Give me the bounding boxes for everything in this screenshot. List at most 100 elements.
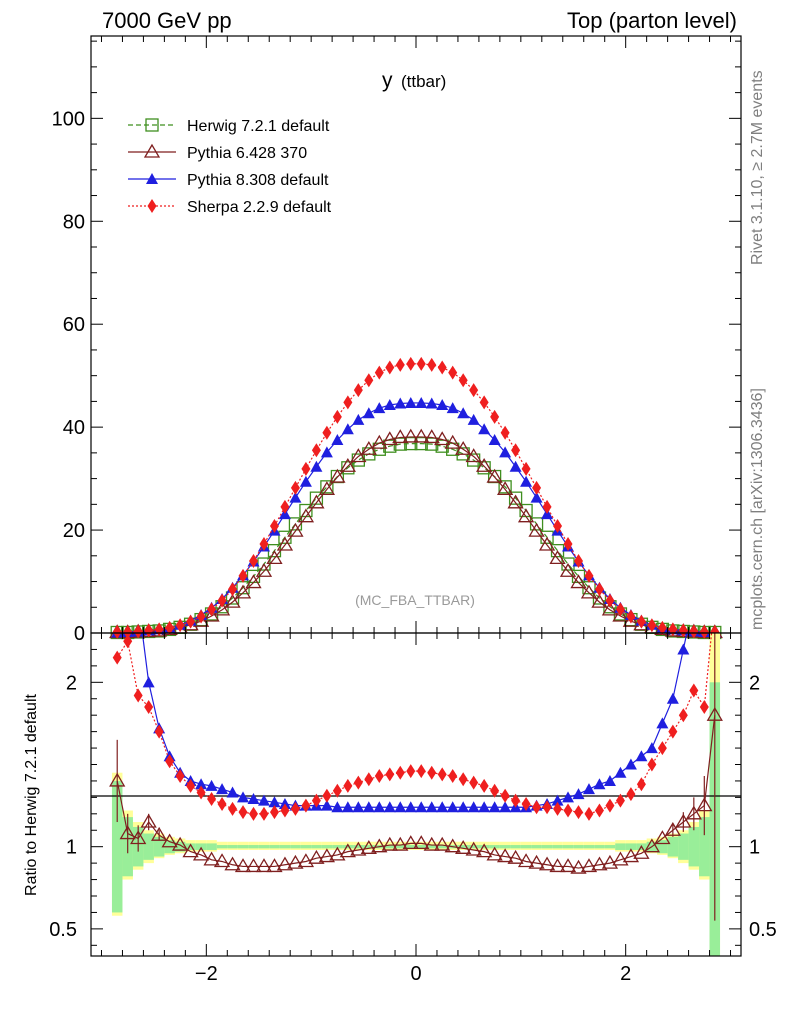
ratio-y-tick-label-right: 0.5 [749, 919, 777, 941]
ratio-point-sherpa-2-2-9-default [605, 798, 615, 813]
ratio-point-sherpa-2-2-9-default [249, 806, 258, 821]
point-pythia-8-308-default [446, 402, 459, 414]
ratio-point-pythia-6-428-370 [675, 813, 692, 828]
point-pythia-8-308-default [352, 413, 365, 425]
ratio-point-pythia-6-428-370 [465, 841, 482, 856]
ratio-point-pythia-8-308-default [415, 801, 428, 813]
ratio-point-sherpa-2-2-9-default [112, 650, 122, 665]
point-pythia-8-308-default [299, 475, 312, 487]
ratio-point-sherpa-2-2-9-default [458, 772, 468, 787]
point-pythia-8-308-default [520, 475, 533, 487]
ratio-point-sherpa-2-2-9-default [448, 769, 458, 784]
ratio-ylabel: Ratio to Herwig 7.2.1 default [23, 694, 40, 896]
ratio-point-pythia-6-428-370 [664, 821, 681, 836]
point-herwig-7-2-1-default [288, 517, 303, 531]
ratio-point-pythia-8-308-default [677, 643, 690, 655]
ratio-band-green [531, 845, 542, 849]
point-sherpa-2-2-9-default [133, 624, 143, 639]
rivet-version-label: Rivet 3.1.10, ≥ 2.7M events [749, 70, 766, 265]
point-sherpa-2-2-9-default [479, 395, 489, 410]
legend-marker [143, 143, 161, 158]
ratio-series-group [109, 633, 723, 921]
ratio-point-pythia-6-428-370 [161, 833, 178, 848]
point-pythia-8-308-default [341, 423, 354, 435]
point-sherpa-2-2-9-default [469, 383, 479, 398]
ratio-band-green [353, 845, 364, 849]
ratio-point-sherpa-2-2-9-default [521, 796, 531, 811]
ratio-point-pythia-6-428-370 [224, 856, 241, 871]
ratio-band-green [657, 840, 668, 854]
ratio-point-pythia-6-428-370 [140, 813, 157, 828]
ratio-point-sherpa-2-2-9-default [584, 806, 594, 821]
ratio-band-green [678, 833, 689, 860]
y-tick-label: 0 [74, 623, 85, 645]
point-pythia-6-428-370 [601, 601, 619, 616]
point-sherpa-2-2-9-default [406, 356, 416, 371]
y-tick-label: 60 [63, 314, 85, 336]
point-sherpa-2-2-9-default [605, 593, 615, 608]
ratio-band-green [300, 845, 312, 849]
ratio-plot-marks [109, 633, 723, 921]
mcplots-label: mcplots.cern.ch [arXiv:1306.3436] [749, 388, 766, 630]
point-sherpa-2-2-9-default [553, 518, 563, 533]
ratio-point-pythia-8-308-default [142, 676, 155, 688]
ratio-band-green [615, 843, 626, 850]
ratio-plot-axes: 0.5 0.5 1 1 2 2 −2 0 2 [49, 633, 777, 985]
point-sherpa-2-2-9-default [238, 568, 248, 583]
y-tick-label: 100 [52, 108, 85, 130]
ratio-point-pythia-6-428-370 [182, 843, 199, 858]
point-pythia-6-428-370 [591, 593, 608, 608]
ratio-panel: 0.5 0.5 1 1 2 2 −2 0 2 Ratio to Herwig 7.2.1 def… [23, 632, 777, 985]
ratio-point-pythia-8-308-default [436, 801, 449, 813]
ratio-band-green [174, 841, 186, 852]
ratio-point-sherpa-2-2-9-default [322, 788, 332, 803]
ratio-point-pythia-8-308-default [226, 786, 239, 798]
point-sherpa-2-2-9-default [427, 357, 437, 372]
ratio-point-sherpa-2-2-9-default [385, 767, 395, 782]
point-pythia-6-428-370 [528, 522, 545, 537]
ratio-point-pythia-8-308-default [645, 742, 658, 754]
point-sherpa-2-2-9-default [574, 553, 583, 568]
ratio-point-pythia-6-428-370 [444, 838, 461, 853]
ratio-point-sherpa-2-2-9-default [269, 805, 279, 820]
ratio-point-pythia-6-428-370 [360, 840, 377, 854]
point-pythia-6-428-370 [517, 508, 535, 523]
ratio-band-green [185, 843, 196, 850]
ratio-band-green [562, 845, 574, 849]
ratio-point-pythia-6-428-370 [507, 849, 524, 864]
legend-item-pythia-8-308-default: Pythia 8.308 default [128, 172, 329, 189]
ratio-band-green [510, 845, 521, 849]
point-pythia-6-428-370 [276, 536, 294, 551]
ratio-band-green [499, 845, 511, 849]
ratio-band-green [699, 817, 710, 877]
ratio-band-green [604, 845, 616, 849]
point-sherpa-2-2-9-default [458, 373, 468, 388]
point-sherpa-2-2-9-default [689, 624, 699, 639]
ratio-point-sherpa-2-2-9-default [594, 803, 604, 818]
header-right-label: Top (parton level) [567, 8, 737, 33]
ratio-point-pythia-8-308-default [268, 796, 281, 808]
ratio-point-sherpa-2-2-9-default [154, 724, 164, 739]
point-sherpa-2-2-9-default [500, 425, 510, 440]
ratio-point-pythia-6-428-370 [591, 856, 608, 871]
ratio-point-sherpa-2-2-9-default [395, 765, 405, 780]
point-pythia-6-428-370 [329, 468, 346, 483]
ratio-point-pythia-8-308-default [582, 783, 595, 795]
point-herwig-7-2-1-default [435, 439, 449, 453]
point-sherpa-2-2-9-default [699, 624, 709, 639]
ratio-point-pythia-8-308-default [320, 799, 333, 811]
ratio-point-sherpa-2-2-9-default [615, 793, 625, 808]
ratio-point-pythia-8-308-default [216, 783, 229, 795]
ratio-point-pythia-6-428-370 [213, 853, 231, 868]
ratio-point-sherpa-2-2-9-default [657, 741, 667, 756]
ratio-band-green [468, 845, 479, 849]
point-herwig-7-2-1-default [341, 461, 355, 475]
point-herwig-7-2-1-default [383, 439, 397, 453]
ratio-band-green [216, 845, 228, 849]
ratio-y-tick-label-right: 1 [749, 837, 760, 859]
ratio-point-pythia-6-428-370 [234, 858, 252, 873]
ratio-point-sherpa-2-2-9-default [416, 764, 426, 779]
ratio-point-pythia-6-428-370 [203, 851, 220, 866]
ratio-point-sherpa-2-2-9-default [668, 724, 678, 739]
